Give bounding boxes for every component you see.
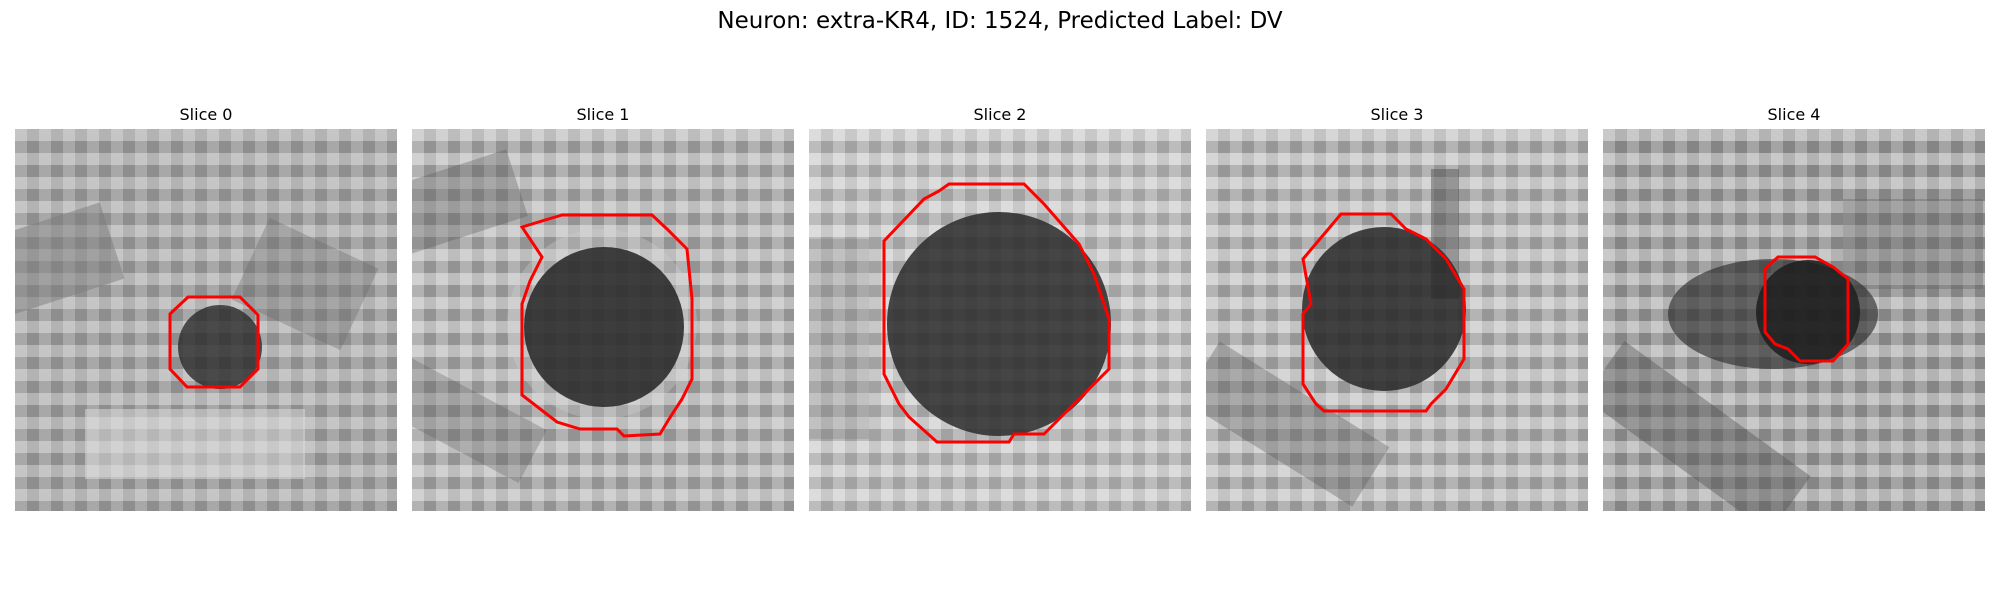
dark-region [809, 239, 869, 439]
slice-image-4 [1603, 129, 1985, 511]
slice-panel-4: Slice 4 [1603, 105, 1985, 511]
contour-outline [168, 295, 260, 389]
slice-image-1 [412, 129, 794, 511]
contour-outline [519, 213, 694, 438]
dark-region [1206, 341, 1390, 507]
dark-region [1843, 199, 1983, 289]
slice-title-1: Slice 1 [576, 105, 630, 124]
slice-title-2: Slice 2 [973, 105, 1027, 124]
slice-image-2 [809, 129, 1191, 511]
slice-image-3 [1206, 129, 1588, 511]
dark-region [412, 149, 528, 260]
slice-panel-1: Slice 1 [412, 105, 794, 511]
slice-svg-0 [15, 129, 397, 511]
slice-title-3: Slice 3 [1370, 105, 1424, 124]
dark-nucleus [1756, 260, 1860, 364]
slice-panel-0: Slice 0 [15, 105, 397, 511]
slice-svg-3 [1206, 129, 1588, 511]
slice-panel-2: Slice 2 [809, 105, 1191, 511]
slice-title-4: Slice 4 [1767, 105, 1821, 124]
slice-title-0: Slice 0 [179, 105, 233, 124]
dark-region [1603, 341, 1811, 511]
figure-title: Neuron: extra-KR4, ID: 1524, Predicted L… [717, 8, 1283, 34]
slice-svg-1 [412, 129, 794, 511]
dark-region [231, 217, 379, 351]
contour-outline [882, 182, 1111, 444]
slice-svg-4 [1603, 129, 1985, 511]
dark-region [412, 354, 547, 484]
slice-panel-3: Slice 3 [1206, 105, 1588, 511]
dark-nucleus [1302, 227, 1466, 391]
bright-region [85, 409, 305, 479]
contour-outline [1301, 212, 1466, 413]
dark-nucleus [887, 212, 1111, 436]
dark-nucleus [178, 305, 262, 389]
contour-outline [1763, 255, 1850, 363]
dark-region [15, 202, 125, 316]
slice-svg-2 [809, 129, 1191, 511]
slice-image-0 [15, 129, 397, 511]
dark-nucleus [524, 247, 684, 407]
